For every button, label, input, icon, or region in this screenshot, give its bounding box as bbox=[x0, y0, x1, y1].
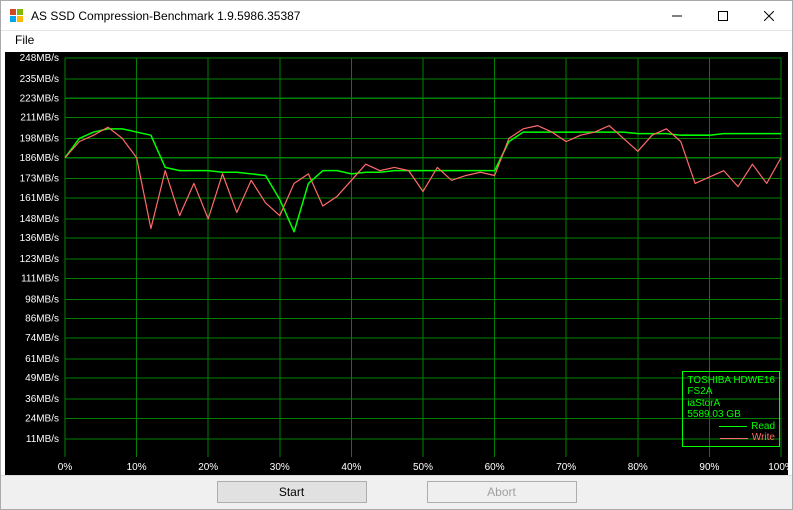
chart-svg: 248MB/s 235MB/s 223MB/s 211MB/s 198MB/s 186MB… bbox=[5, 52, 788, 475]
svg-text:186MB/s: 186MB/s bbox=[20, 153, 59, 164]
svg-text:61MB/s: 61MB/s bbox=[25, 354, 59, 365]
svg-text:161MB/s: 161MB/s bbox=[20, 193, 59, 204]
svg-text:248MB/s: 248MB/s bbox=[20, 53, 59, 64]
chart-area: 248MB/s 235MB/s 223MB/s 211MB/s 198MB/s 186MB… bbox=[1, 50, 792, 475]
svg-text:98MB/s: 98MB/s bbox=[25, 294, 59, 305]
abort-button: Abort bbox=[427, 481, 577, 503]
maximize-button[interactable] bbox=[700, 1, 746, 31]
svg-text:20%: 20% bbox=[198, 462, 218, 473]
svg-text:0%: 0% bbox=[58, 462, 73, 473]
menu-file[interactable]: File bbox=[9, 31, 40, 49]
legend-firmware: FS2A bbox=[687, 386, 775, 398]
svg-text:30%: 30% bbox=[270, 462, 290, 473]
legend-capacity: 5589.03 GB bbox=[687, 409, 775, 421]
minimize-button[interactable] bbox=[654, 1, 700, 31]
svg-text:24MB/s: 24MB/s bbox=[25, 413, 59, 424]
svg-text:173MB/s: 173MB/s bbox=[20, 174, 59, 185]
svg-text:10%: 10% bbox=[127, 462, 147, 473]
legend-read: Read bbox=[687, 421, 775, 433]
legend-write-line-icon bbox=[720, 438, 748, 439]
legend-box: TOSHIBA HDWE16 FS2A iaStorA 5589.03 GB R… bbox=[682, 371, 780, 447]
bottom-bar: Start Abort bbox=[1, 475, 792, 509]
svg-text:40%: 40% bbox=[341, 462, 361, 473]
svg-text:148MB/s: 148MB/s bbox=[20, 214, 59, 225]
svg-text:70%: 70% bbox=[556, 462, 576, 473]
legend-driver: iaStorA bbox=[687, 398, 775, 410]
svg-text:80%: 80% bbox=[628, 462, 648, 473]
start-button[interactable]: Start bbox=[217, 481, 367, 503]
menubar: File bbox=[1, 31, 792, 50]
chart: 248MB/s 235MB/s 223MB/s 211MB/s 198MB/s 186MB… bbox=[5, 52, 788, 475]
svg-text:60%: 60% bbox=[485, 462, 505, 473]
svg-text:123MB/s: 123MB/s bbox=[20, 254, 59, 265]
svg-text:223MB/s: 223MB/s bbox=[20, 93, 59, 104]
svg-text:111MB/s: 111MB/s bbox=[21, 273, 59, 284]
svg-text:198MB/s: 198MB/s bbox=[20, 133, 59, 144]
titlebar: AS SSD Compression-Benchmark 1.9.5986.35… bbox=[1, 1, 792, 31]
svg-text:100%: 100% bbox=[768, 462, 788, 473]
svg-text:49MB/s: 49MB/s bbox=[25, 373, 59, 384]
svg-text:211MB/s: 211MB/s bbox=[20, 112, 59, 123]
svg-text:90%: 90% bbox=[699, 462, 719, 473]
legend-write: Write bbox=[687, 432, 775, 444]
app-window: AS SSD Compression-Benchmark 1.9.5986.35… bbox=[0, 0, 793, 510]
svg-text:74MB/s: 74MB/s bbox=[25, 333, 59, 344]
legend-device: TOSHIBA HDWE16 bbox=[687, 375, 775, 387]
svg-text:136MB/s: 136MB/s bbox=[20, 233, 59, 244]
close-button[interactable] bbox=[746, 1, 792, 31]
svg-text:235MB/s: 235MB/s bbox=[20, 74, 59, 85]
svg-text:50%: 50% bbox=[413, 462, 433, 473]
legend-write-label: Write bbox=[752, 432, 775, 444]
window-title: AS SSD Compression-Benchmark 1.9.5986.35… bbox=[31, 9, 654, 23]
legend-read-label: Read bbox=[751, 421, 775, 433]
legend-read-line-icon bbox=[719, 426, 747, 427]
svg-text:11MB/s: 11MB/s bbox=[26, 434, 59, 445]
app-icon bbox=[9, 8, 25, 24]
svg-text:86MB/s: 86MB/s bbox=[25, 313, 59, 324]
svg-text:36MB/s: 36MB/s bbox=[25, 394, 59, 405]
